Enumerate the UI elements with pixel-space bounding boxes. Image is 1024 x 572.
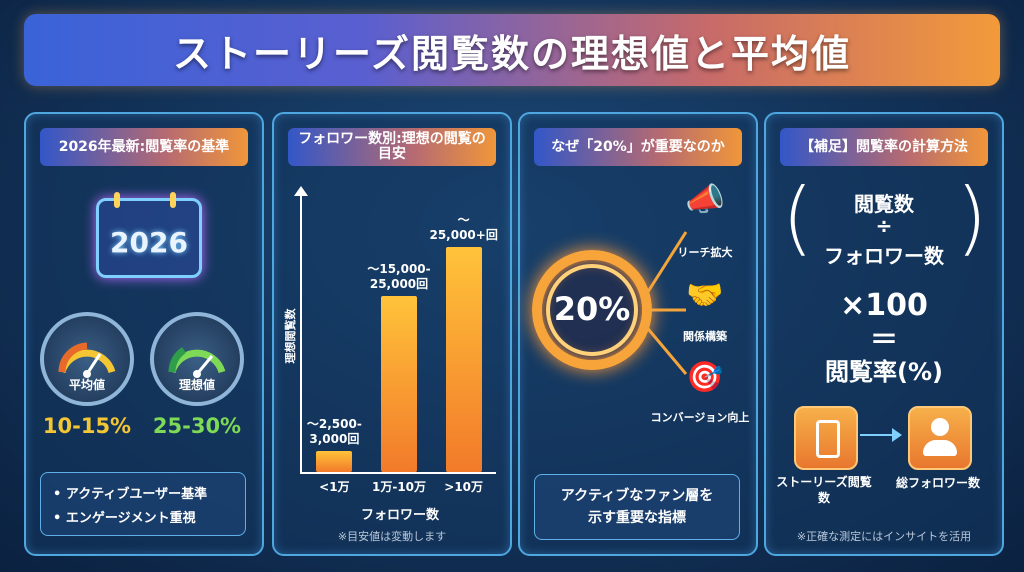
formula-panel: 【補足】閲覧率の計算方法 ( ) 閲覧数 ÷ フォロワー数 ×100 ＝ 閲覧率… [764,112,1004,556]
y-axis-arrow-icon [294,186,308,196]
inner-ring [546,264,638,356]
chart-note: ※目安値は変動します [337,530,447,543]
left-paren: ( [782,171,814,264]
average-gauge-label: 平均値 [68,378,105,392]
importance-panel: なぜ「20%」が重要なのか 20% 📣 リーチ拡大 🤝 関係構築 🎯 コンバージ… [518,112,758,556]
criteria-item: • アクティブユーザー基準 [53,487,208,502]
arrow-icon [860,434,894,436]
megaphone-icon: 📣 [685,180,725,218]
ideal-gauge-icon: 理想値 [150,312,244,406]
total-followers-label: 総フォロワー数 [895,476,980,490]
plot-area: ～2,500-3,000回 <1万 ～15,000-25,000回 1万-10万 ～25… [302,192,498,494]
conversion-label: コンバージョン向上 [650,411,750,424]
formula-result: 閲覧率(%) [825,358,943,386]
bar [316,451,353,472]
ideal-value: 25-30% [152,414,242,438]
x-axis-label: フォロワー数 [360,508,439,523]
page-title-banner: ストーリーズ閲覧数の理想値と平均値 [24,14,1000,86]
bar-value-label: ～25,000+回 [429,213,498,242]
follower-bar-chart: 理想閲覧数 フォロワー数 ～2,500-3,000回 <1万 ～15,000-25,… [274,114,510,554]
calendar-icon: 2026 [92,192,202,278]
benchmark-panel: 2026年最新:閲覧率の基準 2026 平均値 10-15% 理想値 25-30… [24,112,264,556]
reach-label: リーチ拡大 [677,246,733,259]
smartphone-icon [794,406,858,470]
average-gauge-icon: 平均値 [40,312,134,406]
target-icon: 🎯 [686,360,724,395]
average-value: 10-15% [42,414,132,438]
handshake-icon: 🤝 [686,278,724,313]
percentage-value: 20% [553,290,631,328]
criteria-item: • エンゲージメント重視 [53,511,196,526]
summary-box: アクティブなファン層を示す重要な指標 [534,474,740,540]
calendar-year: 2026 [110,226,188,259]
relationship-label: 関係構築 [683,330,727,343]
category-label: 1万-10万 [371,480,427,494]
category-label: >10万 [444,480,484,494]
formula-divide: ÷ [875,214,893,238]
ideal-gauge-label: 理想値 [178,378,215,392]
y-axis-label: 理想閲覧数 [284,308,297,364]
importance-header: なぜ「20%」が重要なのか [534,128,742,166]
formula-equals: ＝ [869,323,898,356]
user-icon [908,406,972,470]
formula-numerator: 閲覧数 [854,192,914,216]
stories-views-label: ストーリーズ閲覧数 [776,475,872,505]
bar-value-label: ～2,500-3,000回 [306,417,362,446]
bar [445,247,482,472]
formula-note: ※正確な測定にはインサイトを活用 [796,530,972,543]
x-axis [300,472,496,474]
criteria-list: • アクティブユーザー基準 • エンゲージメント重視 [40,472,246,536]
bar [381,296,417,472]
formula-denominator: フォロワー数 [824,244,944,268]
category-label: <1万 [319,480,350,494]
page-title: ストーリーズ閲覧数の理想値と平均値 [172,31,852,76]
summary-text: アクティブなファン層を示す重要な指標 [560,488,714,526]
right-paren: ) [956,171,988,264]
bar-value-label: ～15,000-25,000回 [367,262,431,291]
follower-chart-header: フォロワー数別:理想の閲覧の目安 [288,128,496,166]
formula-header: 【補足】閲覧率の計算方法 [780,128,988,166]
formula-multiply: ×100 [840,288,928,323]
y-axis [300,192,302,474]
benchmark-header: 2026年最新:閲覧率の基準 [40,128,248,166]
follower-chart-panel: フォロワー数別:理想の閲覧の目安 理想閲覧数 フォロワー数 ～2,500-3,0… [272,112,512,556]
